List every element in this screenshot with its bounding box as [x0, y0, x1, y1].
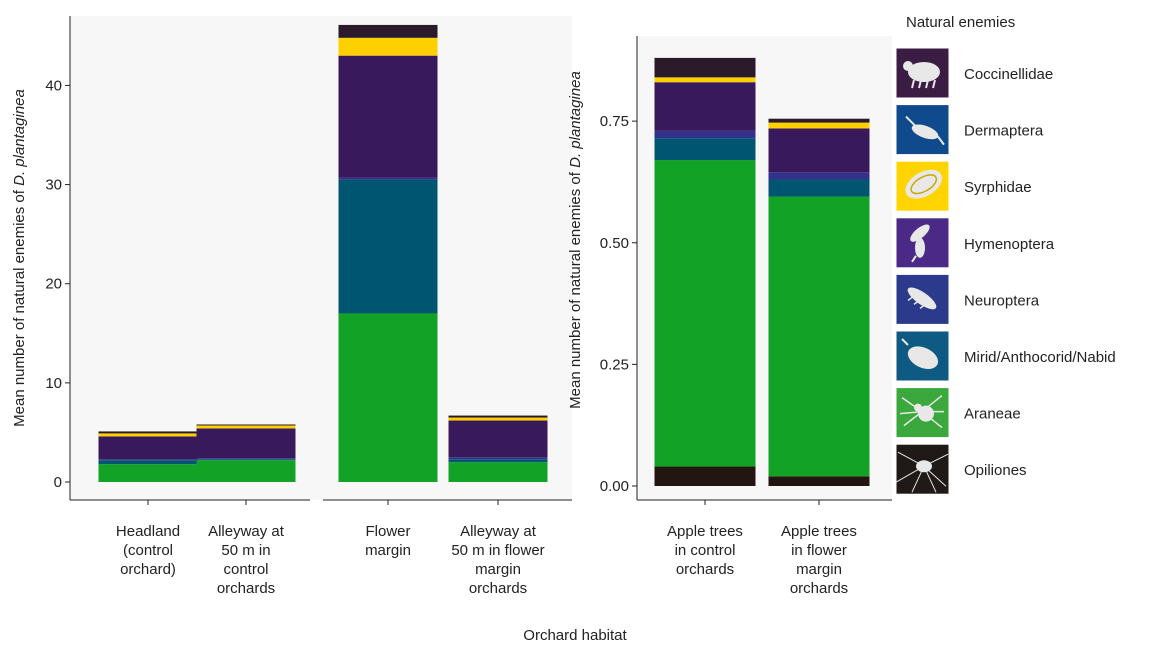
bar-segment-neuroptera: [196, 458, 296, 460]
bar-segment-mirid-anthocorid-nabid: [338, 179, 438, 314]
legend-item: Opiliones: [895, 443, 1027, 495]
legend-item: Dermaptera: [895, 104, 1044, 156]
bar-segment-mirid-anthocorid-nabid: [98, 460, 198, 465]
bar-segment-coccinellidae: [448, 415, 548, 418]
bar-segment-neuroptera: [338, 177, 438, 180]
bar-segment-neuroptera: [98, 459, 198, 461]
bar-segment-syrphidae: [768, 122, 870, 129]
hoverfly-larva-icon: [905, 169, 943, 199]
bar-segment-coccinellidae: [768, 118, 870, 123]
left-bars: [98, 24, 548, 482]
bar-segment-neuroptera: [448, 457, 548, 460]
legend-label: Mirid/Anthocorid/Nabid: [964, 349, 1116, 366]
legend-label: Hymenoptera: [964, 236, 1055, 253]
bar-segment-mirid-anthocorid-nabid: [768, 179, 870, 197]
bar-segment-neuroptera: [768, 172, 870, 180]
legend-label: Coccinellidae: [964, 66, 1053, 83]
bar-segment-hymenoptera: [768, 128, 870, 173]
right-x-ticks: Apple trees in control orchards Apple trees…: [667, 500, 857, 597]
bar-segment-hymenoptera: [654, 82, 756, 131]
legend-item: Syrphidae: [895, 160, 1032, 212]
bar-segment-araneae: [448, 462, 548, 482]
bar-segment-syrphidae: [338, 37, 438, 56]
legend-items: Coccinellidae Dermaptera Syrphidae Hymenopt…: [895, 47, 1116, 495]
left-panel: 0 10 20 30 40 Headland (control orchard) Alleyw…: [11, 16, 572, 597]
legend-label: Dermaptera: [964, 123, 1044, 140]
bar-segment-coccinellidae: [338, 24, 438, 38]
right-bars: [654, 57, 870, 486]
legend-label: Neuroptera: [964, 292, 1040, 309]
x-tick-label: Flower margin: [365, 523, 411, 559]
bar-segment-hymenoptera: [196, 428, 296, 459]
legend-title: Natural enemies: [906, 14, 1015, 31]
right-y-axis-title: Mean number of natural enemies of D. pla…: [567, 71, 584, 409]
legend-label: Araneae: [964, 406, 1021, 423]
bar-segment-hymenoptera: [448, 420, 548, 458]
bar-segment-syrphidae: [654, 77, 756, 83]
left-y-ticks: 0 10 20 30 40: [45, 77, 70, 491]
right-panel: 0.00 0.25 0.50 0.75 Apple trees in control or…: [567, 36, 892, 597]
bar-segment-syrphidae: [98, 433, 198, 437]
ladybird-icon: [903, 61, 940, 89]
bar-segment-hymenoptera: [338, 55, 438, 178]
bar-segment-mirid-anthocorid-nabid: [196, 459, 296, 461]
bug-icon: [901, 338, 939, 369]
harvestman-icon: [895, 451, 949, 493]
y-tick-label: 40: [45, 77, 62, 94]
x-tick-label: Apple trees in flower margin orchards: [781, 523, 857, 597]
y-tick-label: 0.75: [600, 113, 629, 130]
bar-segment-hymenoptera: [98, 436, 198, 460]
left-y-axis-title: Mean number of natural enemies of D. pla…: [11, 89, 28, 427]
bar-segment-opiliones: [654, 466, 756, 486]
y-tick-label: 20: [45, 276, 62, 293]
bar-segment-araneae: [338, 313, 438, 482]
y-tick-label: 0.50: [600, 235, 629, 252]
bar-segment-coccinellidae: [196, 424, 296, 426]
legend-label: Opiliones: [964, 462, 1027, 479]
bar-segment-mirid-anthocorid-nabid: [654, 138, 756, 161]
bar-segment-araneae: [654, 160, 756, 467]
bar-segment-araneae: [98, 464, 198, 482]
y-tick-label: 10: [45, 375, 62, 392]
earwig-icon: [905, 115, 945, 146]
lacewing-larva-icon: [907, 287, 937, 310]
bar-segment-syrphidae: [196, 425, 296, 429]
legend-item: Araneae: [895, 387, 1021, 439]
legend-item: Neuroptera: [895, 273, 1040, 325]
wasp-icon: [910, 224, 930, 263]
left-x-ticks: Headland (control orchard) Alleyway at 50 m …: [116, 500, 545, 597]
x-axis-title: Orchard habitat: [523, 627, 627, 644]
y-tick-label: 0.00: [600, 478, 629, 495]
legend-item: Coccinellidae: [895, 47, 1053, 99]
bar-segment-opiliones: [768, 476, 870, 486]
x-tick-label: Headland (control orchard): [116, 523, 180, 578]
y-tick-label: 0.25: [600, 356, 629, 373]
x-tick-label: Alleyway at 50 m in control orchards: [208, 523, 285, 597]
bar-segment-syrphidae: [448, 417, 548, 421]
bar-segment-araneae: [196, 460, 296, 482]
spider-icon: [899, 395, 944, 429]
bar-segment-araneae: [768, 196, 870, 477]
legend: Natural enemies Coccinellidae Dermaptera S…: [895, 14, 1116, 495]
bar-segment-coccinellidae: [98, 431, 198, 434]
y-tick-label: 0: [54, 474, 62, 491]
x-tick-label: Apple trees in control orchards: [667, 523, 743, 578]
bar-segment-neuroptera: [654, 130, 756, 139]
y-tick-label: 30: [45, 177, 62, 194]
bar-segment-coccinellidae: [654, 57, 756, 78]
legend-label: Syrphidae: [964, 179, 1032, 196]
bar-segment-mirid-anthocorid-nabid: [448, 459, 548, 463]
x-tick-label: Alleyway at 50 m in flower margin orchards: [451, 523, 544, 597]
legend-item: Hymenoptera: [895, 217, 1055, 269]
right-y-ticks: 0.00 0.25 0.50 0.75: [600, 113, 637, 495]
legend-item: Mirid/Anthocorid/Nabid: [895, 330, 1116, 382]
